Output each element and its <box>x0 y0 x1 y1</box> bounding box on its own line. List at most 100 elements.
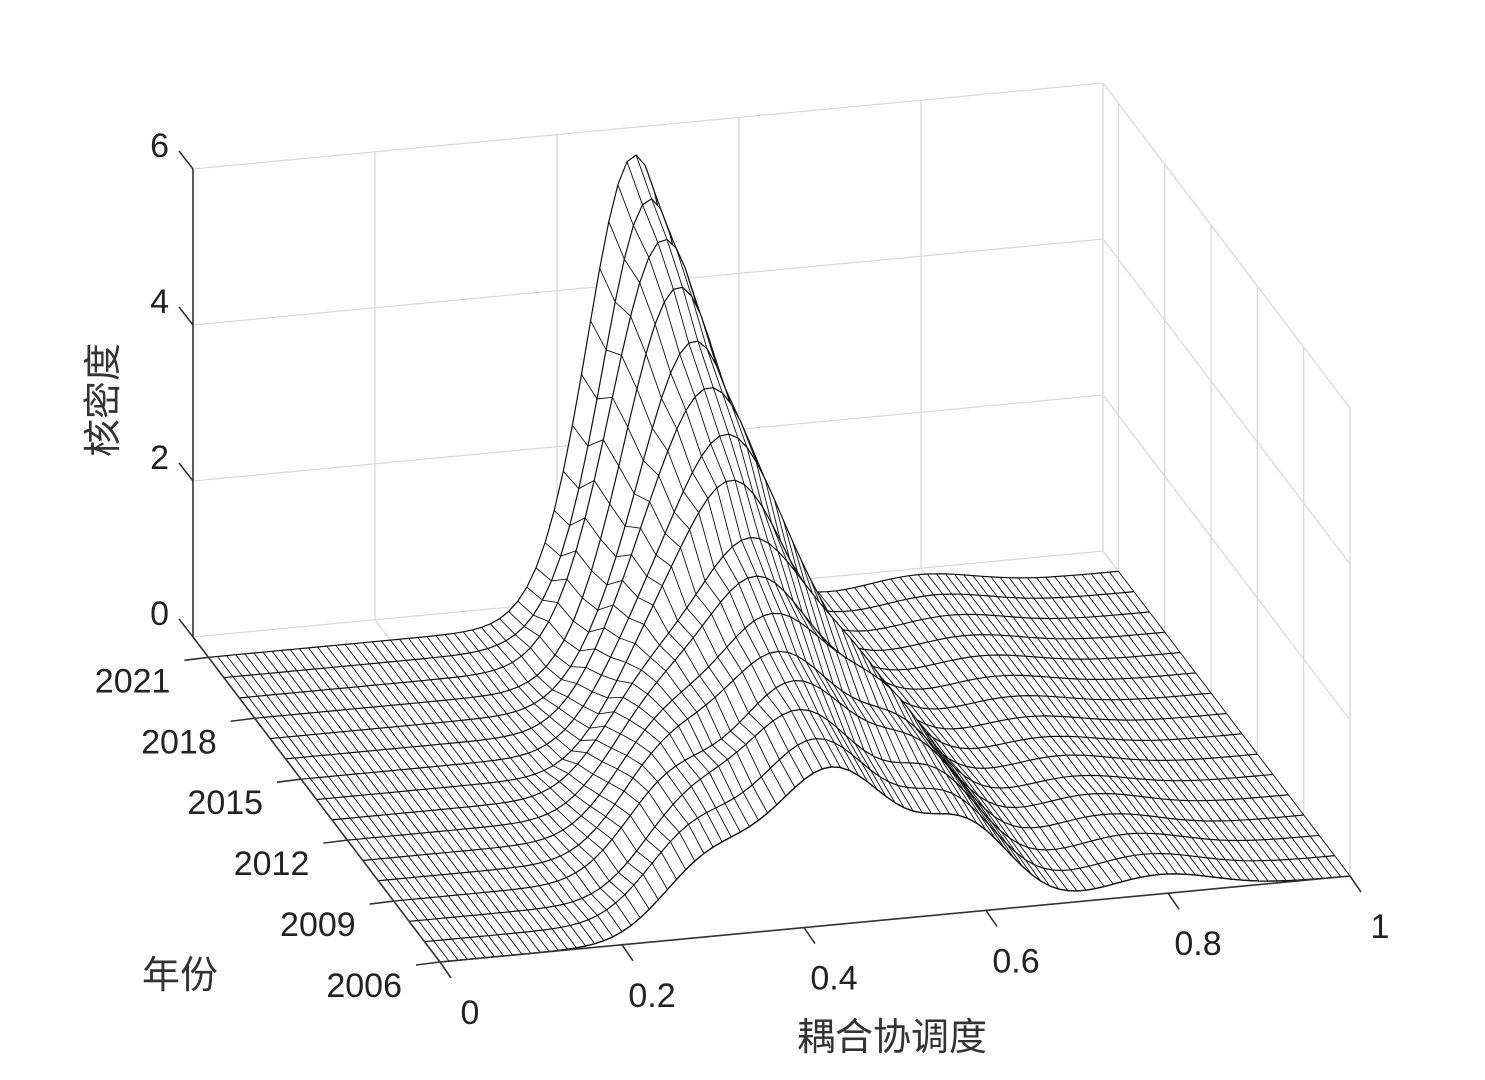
grid-right-z-1 <box>1102 394 1351 721</box>
mesh-link <box>717 656 734 681</box>
mesh-link <box>1033 597 1050 619</box>
mesh-link <box>1097 658 1115 680</box>
mesh-link <box>328 776 345 798</box>
mesh-link <box>1257 753 1274 775</box>
mesh-link <box>500 692 517 712</box>
mesh-link <box>454 916 471 938</box>
mesh-link <box>459 872 476 894</box>
mesh-link <box>1300 836 1317 858</box>
mesh-link <box>481 695 499 716</box>
mesh-link <box>550 859 567 878</box>
mesh-link <box>903 623 920 645</box>
mesh-link <box>1013 675 1030 696</box>
mesh-link <box>906 599 923 620</box>
mesh-link <box>487 935 505 957</box>
mesh-link <box>479 783 497 805</box>
mesh-link <box>578 844 595 860</box>
mesh-link <box>1186 738 1204 760</box>
density-curve-front <box>439 766 1351 963</box>
mesh-link <box>560 550 577 557</box>
mesh-link <box>344 644 361 665</box>
mesh-link <box>652 427 669 452</box>
mesh-link <box>1060 798 1077 820</box>
mesh-link <box>939 756 956 782</box>
mesh-link <box>733 797 750 827</box>
mesh-link <box>710 613 728 648</box>
mesh-link <box>646 575 663 587</box>
mesh-link <box>894 625 911 647</box>
mesh-link <box>355 773 372 795</box>
mesh-link <box>1067 678 1085 700</box>
mesh-link <box>426 919 444 941</box>
mesh-link <box>1052 657 1069 679</box>
mesh-link <box>308 647 325 669</box>
mesh-link <box>824 739 841 768</box>
mesh-link <box>1200 838 1217 860</box>
mesh-link <box>584 866 601 889</box>
mesh-link <box>1103 615 1120 637</box>
mesh-link <box>1025 716 1043 738</box>
mesh-link <box>590 320 607 351</box>
mesh-link <box>602 439 620 467</box>
mesh-link <box>418 702 435 724</box>
mesh-link <box>518 686 535 704</box>
mesh-link <box>1022 675 1039 697</box>
mesh-link <box>320 689 337 711</box>
mesh-link <box>1030 617 1047 639</box>
mesh-link <box>915 597 932 619</box>
mesh-link <box>508 911 526 933</box>
mesh-link <box>563 903 580 924</box>
mesh-link <box>588 627 605 633</box>
mesh-link <box>559 781 576 796</box>
mesh-link <box>792 601 810 630</box>
mesh-link <box>1005 806 1022 828</box>
mesh-link <box>1079 658 1096 680</box>
mesh-link <box>557 602 574 622</box>
mesh-link <box>562 829 579 846</box>
mesh-link <box>402 899 419 921</box>
mesh-link <box>369 728 387 750</box>
mesh-link <box>645 838 662 853</box>
mesh-link <box>694 396 712 444</box>
mesh-link <box>1084 816 1102 839</box>
mesh-link <box>711 744 728 760</box>
mesh-link <box>1270 860 1287 881</box>
mesh-link <box>835 650 852 697</box>
mesh-link <box>769 652 786 684</box>
mesh-link <box>1126 777 1144 797</box>
mesh-link <box>325 798 342 820</box>
mesh-link <box>433 722 450 744</box>
mesh-link <box>1225 859 1242 881</box>
mesh-link <box>988 654 1005 676</box>
mesh-link <box>566 578 583 599</box>
mesh-link <box>1014 741 1031 761</box>
mesh-link <box>813 595 831 645</box>
x-tick-3 <box>985 909 998 927</box>
mesh-link <box>1123 739 1140 760</box>
mesh-link <box>1088 658 1105 680</box>
mesh-link <box>388 727 405 748</box>
mesh-link <box>1039 618 1056 639</box>
mesh-link <box>1075 818 1092 842</box>
mesh-link <box>739 722 756 737</box>
mesh-link <box>1133 591 1150 613</box>
mesh-link <box>692 637 709 668</box>
mesh-link <box>470 784 487 806</box>
mesh-link <box>407 855 425 877</box>
mesh-link <box>1035 782 1053 802</box>
mesh-link <box>627 861 644 875</box>
mesh-link <box>417 920 435 942</box>
mesh-link <box>597 915 614 938</box>
mesh-link <box>1234 860 1251 881</box>
mesh-link <box>680 691 698 713</box>
density-curve-2014 <box>316 479 1227 801</box>
mesh-link <box>655 554 672 567</box>
mesh-link <box>491 760 508 781</box>
mesh-link <box>982 811 999 835</box>
mesh-link <box>775 687 792 712</box>
mesh-link <box>945 637 963 659</box>
mesh-link <box>542 697 559 709</box>
mesh-link <box>592 691 608 699</box>
mesh-link <box>888 781 905 808</box>
y-tick-3 <box>276 778 302 783</box>
